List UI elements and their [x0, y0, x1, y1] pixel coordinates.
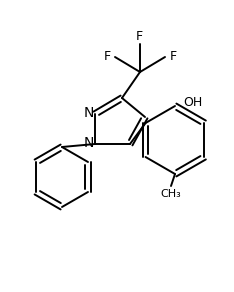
Text: F: F [169, 50, 177, 62]
Text: N: N [84, 136, 94, 150]
Text: CH₃: CH₃ [161, 189, 181, 199]
Text: F: F [103, 50, 110, 62]
Text: OH: OH [183, 95, 203, 109]
Text: F: F [135, 30, 143, 44]
Text: N: N [84, 106, 94, 120]
